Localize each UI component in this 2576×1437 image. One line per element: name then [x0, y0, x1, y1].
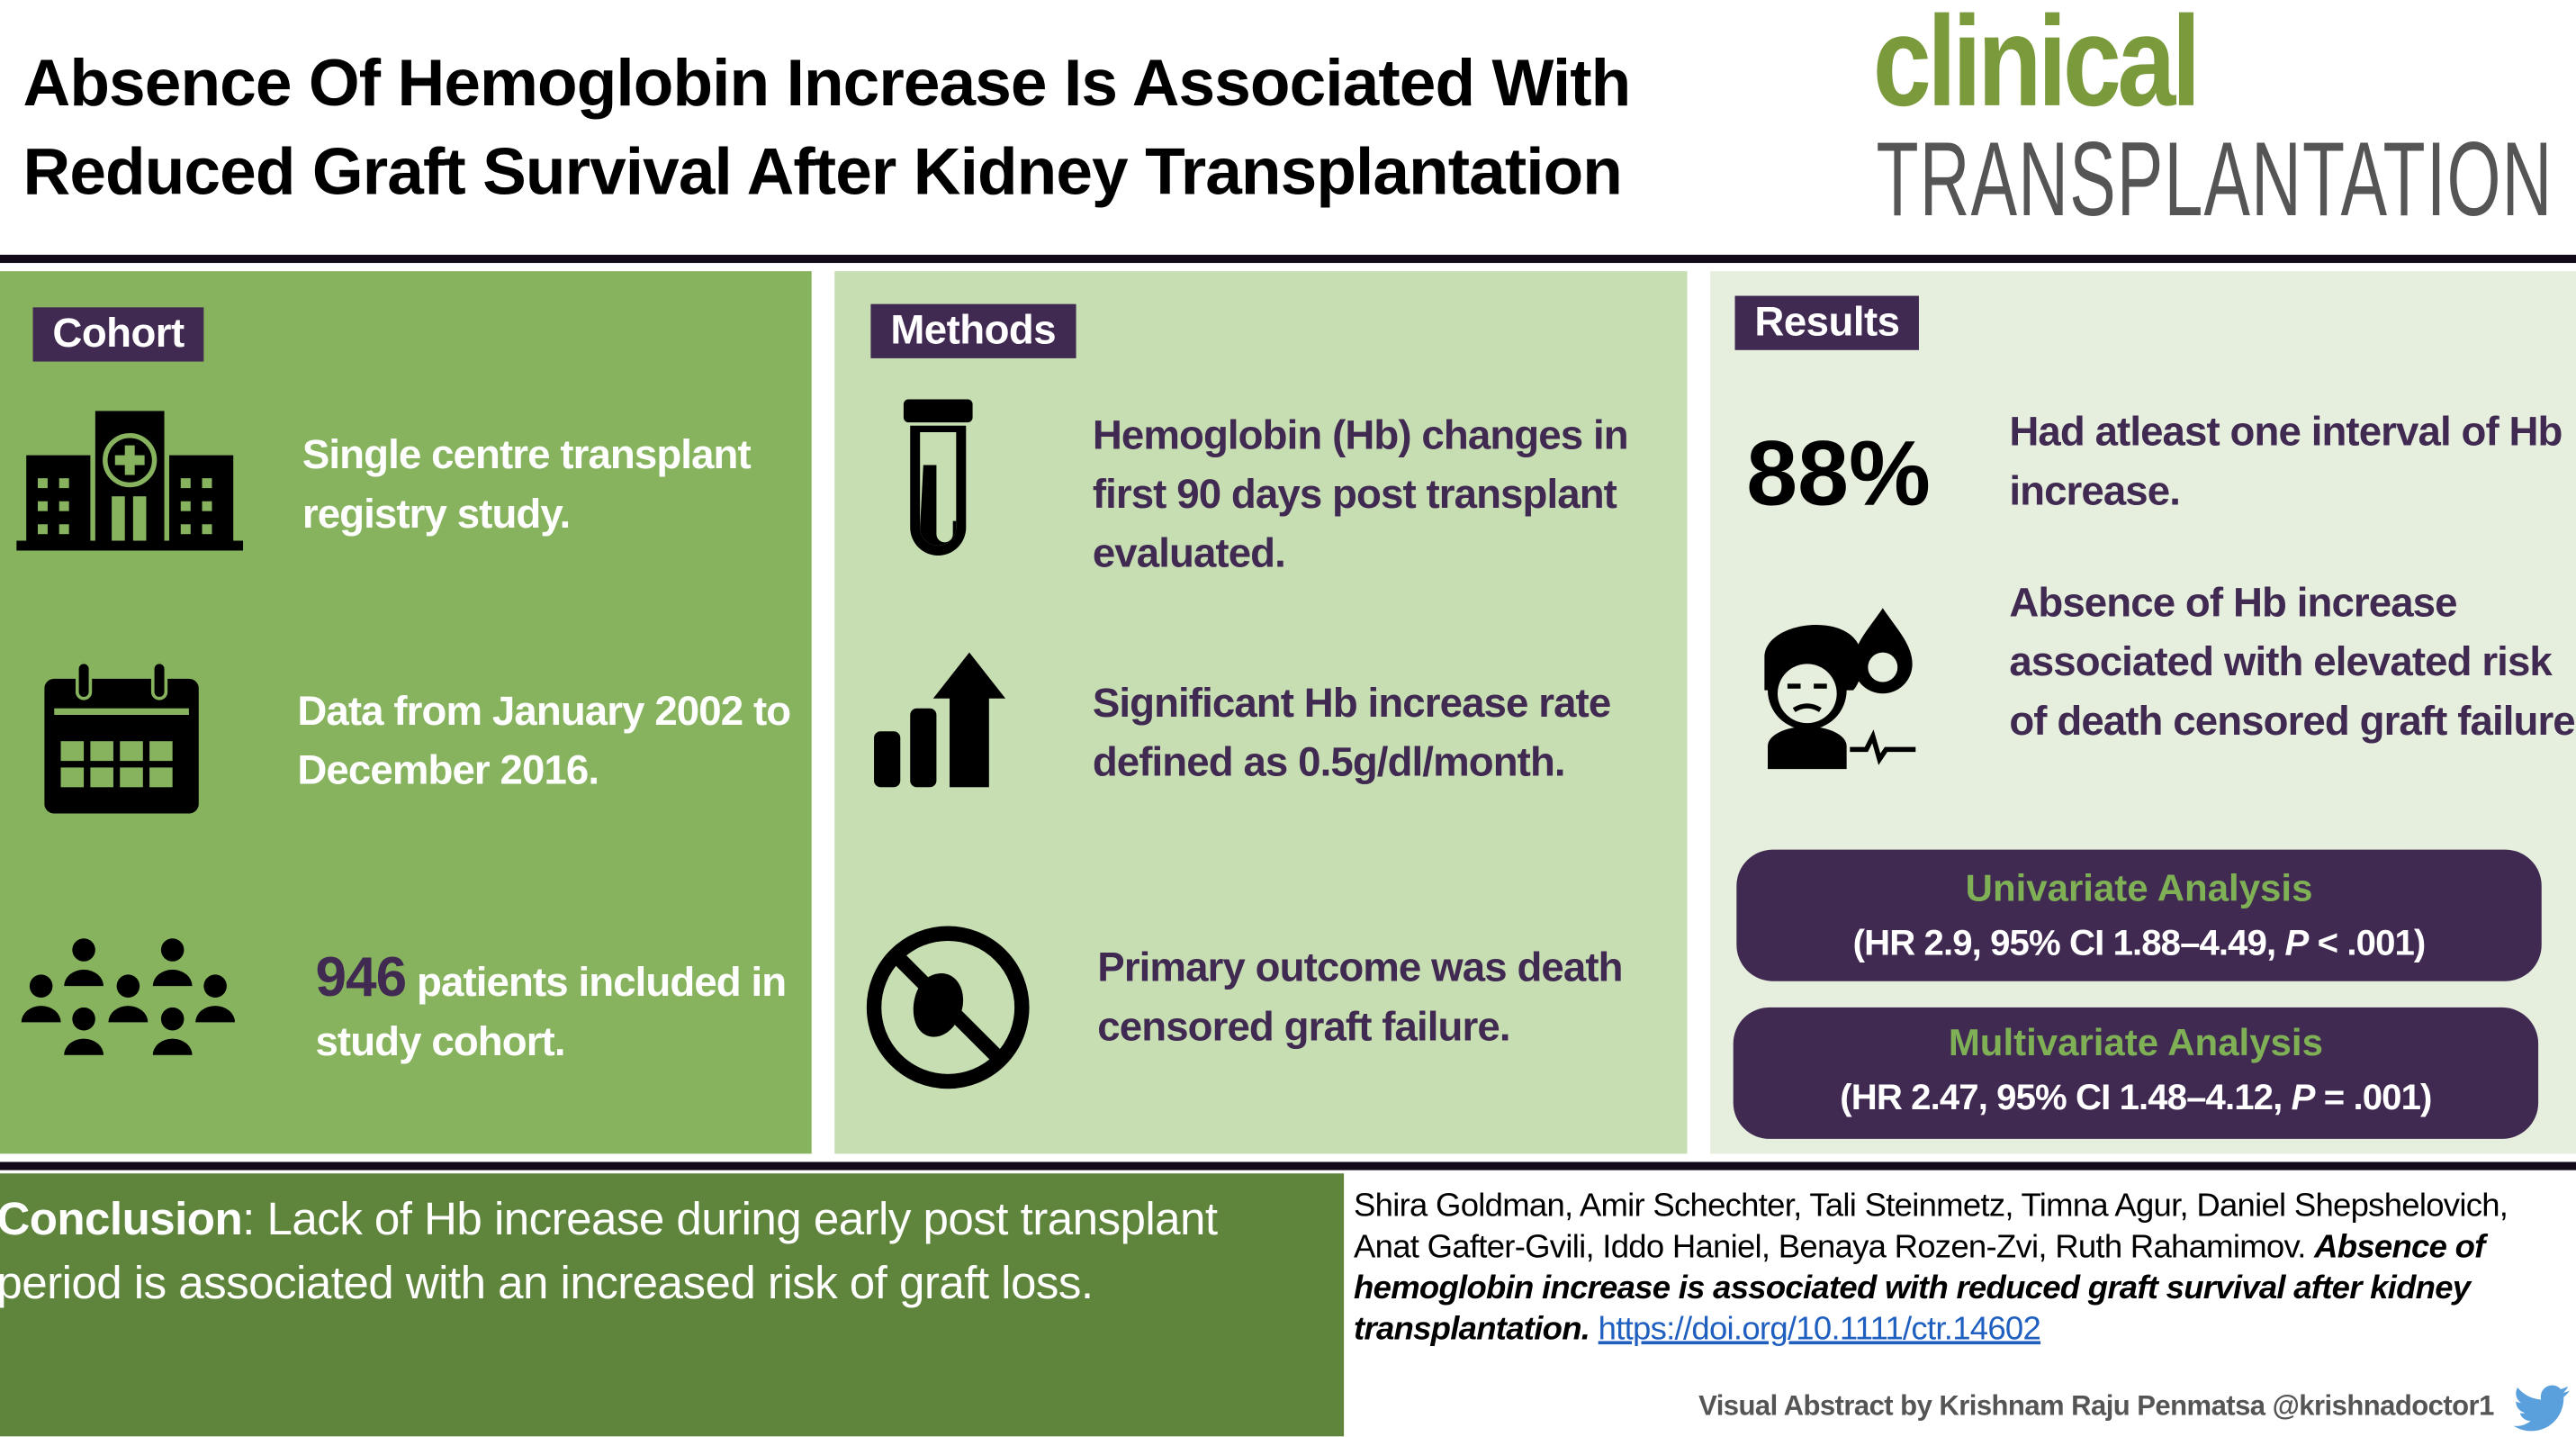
divider-top [0, 254, 2576, 264]
calendar-icon [44, 662, 199, 814]
people-group-icon [21, 938, 236, 1055]
multivariate-ci: (HR 2.47, 95% CI 1.48–4.12, [1840, 1076, 2292, 1118]
conclusion-text: Conclusion: Lack of Hb increase during e… [0, 1187, 1328, 1315]
univariate-analysis-box: Univariate Analysis (HR 2.9, 95% CI 1.88… [1736, 849, 2542, 981]
methods-panel: Methods Hemoglobin (Hb) changes in first… [834, 271, 1688, 1154]
patient-count: 946 [315, 946, 407, 1009]
univariate-title: Univariate Analysis [1965, 865, 2313, 909]
p-label: P [2291, 1076, 2316, 1118]
citation-authors: Shira Goldman, Amir Schechter, Tali Stei… [1354, 1188, 2508, 1266]
results-item-risk: Absence of Hb increase associated with e… [2009, 580, 2575, 745]
cohort-item-patients: 946 patients included in study cohort. [315, 948, 808, 1071]
citation-paper-title: Absence of hemoglobin increase is associ… [1354, 1229, 2485, 1348]
journal-logo-clinical: clinical [1872, 0, 2201, 133]
twitter-icon[interactable] [2513, 1384, 2570, 1433]
doi-link[interactable]: https://doi.org/10.1111/ctr.14602 [1598, 1311, 2041, 1348]
cohort-panel: Cohort Single centre transplant registry… [0, 271, 812, 1154]
test-tube-icon [903, 399, 973, 556]
univariate-stats: (HR 2.9, 95% CI 1.88–4.49, P < .001) [1736, 916, 2541, 972]
methods-item-definition: Significant Hb increase rate defined as … [1092, 680, 1611, 786]
univariate-p: < .001) [2308, 921, 2427, 963]
univariate-ci: (HR 2.9, 95% CI 1.88–4.49, [1852, 921, 2285, 963]
visual-abstract-credit: Visual Abstract by Krishnam Raju Penmats… [1698, 1390, 2494, 1422]
page-title: Absence Of Hemoglobin Increase Is Associ… [23, 40, 1632, 217]
divider-bottom [0, 1161, 2576, 1170]
percent-stat: 88% [1746, 420, 1931, 525]
title-line-1: Absence Of Hemoglobin Increase Is Associ… [23, 47, 1632, 121]
cohort-item-study: Single centre transplant registry study. [302, 432, 752, 538]
multivariate-stats: (HR 2.47, 95% CI 1.48–4.12, P = .001) [1734, 1070, 2538, 1125]
methods-header: Methods [870, 303, 1076, 358]
results-panel: Results 88% Had atleast one interval of … [1710, 271, 2576, 1154]
conclusion-label: Conclusion [0, 1193, 243, 1244]
methods-item-hb-changes: Hemoglobin (Hb) changes in first 90 days… [1092, 412, 1629, 577]
results-header: Results [1734, 295, 1920, 350]
patient-text: patients included in study cohort. [315, 959, 787, 1065]
bar-chart-growth-icon [874, 652, 1006, 788]
conclusion-body: : Lack of Hb increase during early post … [0, 1193, 1218, 1308]
multivariate-title: Multivariate Analysis [1948, 1020, 2323, 1063]
cohort-header: Cohort [32, 307, 204, 362]
title-line-2: Reduced Graft Survival After Kidney Tran… [23, 136, 1623, 209]
methods-item-outcome: Primary outcome was death censored graft… [1097, 944, 1623, 1051]
multivariate-analysis-box: Multivariate Analysis (HR 2.47, 95% CI 1… [1733, 1007, 2539, 1139]
multivariate-p: = .001) [2314, 1076, 2433, 1118]
citation: Shira Goldman, Amir Schechter, Tali Stei… [1354, 1187, 2570, 1351]
hospital-icon [16, 411, 244, 551]
cohort-item-dates: Data from January 2002 to December 2016. [297, 688, 791, 794]
conclusion-box: Conclusion: Lack of Hb increase during e… [0, 1173, 1345, 1437]
p-label: P [2284, 921, 2310, 963]
results-item-increase: Had atleast one interval of Hb increase. [2009, 409, 2562, 515]
journal-logo-transplantation: TRANSPLANTATION [1876, 120, 2553, 239]
sick-patient-blood-drop-icon [1764, 608, 1916, 770]
no-kidney-icon [866, 926, 1030, 1089]
